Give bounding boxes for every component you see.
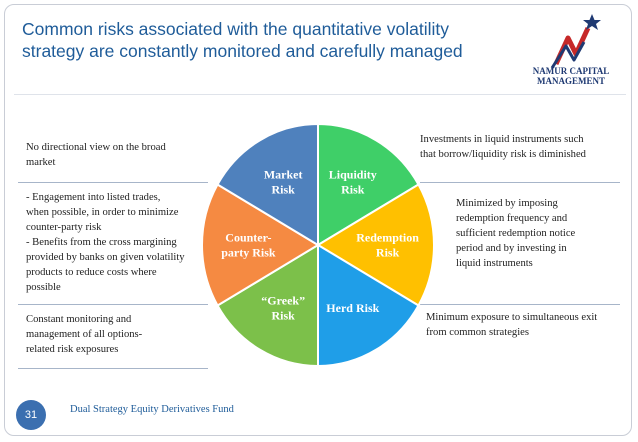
logo-mark-icon bbox=[550, 14, 601, 69]
note-market: No directional view on the broad market bbox=[26, 140, 166, 170]
pie-label-redemption: Redemption Risk bbox=[356, 231, 419, 260]
note-line: redemption frequency and bbox=[456, 213, 568, 224]
note-line: Constant monitoring and bbox=[26, 314, 132, 325]
note-line: sufficient redemption notice bbox=[456, 228, 576, 239]
note-line: period and by investing in bbox=[456, 243, 567, 254]
risk-pie: Liquidity Risk Redemption Risk Herd Risk “Gre… bbox=[201, 122, 435, 368]
note-line: when possible, in order to minimize bbox=[26, 207, 179, 218]
pie-slice-greek bbox=[216, 243, 319, 368]
note-line: - Engagement into listed trades, bbox=[26, 192, 161, 203]
pie-label-counterparty: Counter-party Risk bbox=[221, 231, 276, 260]
note-liquidity: Investments in liquid instruments such t… bbox=[420, 132, 586, 162]
note-line: No directional view on the broad bbox=[26, 142, 166, 153]
note-line: provided by banks on given volatility bbox=[26, 252, 185, 263]
note-line: management of all options- bbox=[26, 329, 143, 340]
left-divider bbox=[18, 182, 208, 183]
slide-title: Common risks associated with the quantit… bbox=[22, 18, 522, 62]
note-line: counter-party risk bbox=[26, 222, 102, 233]
note-line: Minimum exposure to simultaneous exit bbox=[426, 312, 598, 323]
note-redemption: Minimized by imposing redemption frequen… bbox=[456, 196, 575, 271]
left-divider bbox=[18, 368, 208, 369]
right-divider bbox=[420, 304, 620, 305]
pie-slice-liquidity bbox=[317, 122, 420, 247]
note-line: Investments in liquid instruments such bbox=[420, 134, 584, 145]
note-line: possible bbox=[26, 282, 61, 293]
pie-label-greek: “Greek” Risk bbox=[261, 293, 305, 322]
note-line: related risk exposures bbox=[26, 344, 119, 355]
footer-text: Dual Strategy Equity Derivatives Fund bbox=[70, 404, 234, 415]
pie-slice-counterparty bbox=[201, 183, 320, 307]
note-line: - Benefits from the cross margining bbox=[26, 237, 177, 248]
title-divider bbox=[14, 94, 626, 95]
pie-slice-market bbox=[216, 122, 319, 247]
pie-label-liquidity: Liquidity Risk bbox=[329, 168, 377, 197]
note-line: products to reduce costs where bbox=[26, 267, 157, 278]
page-number-badge: 31 bbox=[16, 400, 46, 430]
left-divider bbox=[18, 304, 208, 305]
logo-line: NAMUR CAPITAL bbox=[532, 66, 610, 76]
note-herd: Minimum exposure to simultaneous exit fr… bbox=[426, 310, 597, 340]
pie-slice-herd bbox=[317, 243, 420, 368]
pie-slice-redemption bbox=[316, 183, 435, 307]
pie-label-herd: Herd Risk bbox=[326, 301, 379, 315]
logo-text: NAMUR CAPITAL MANAGEMENT bbox=[516, 66, 626, 86]
logo-line: MANAGEMENT bbox=[537, 76, 605, 86]
note-line: liquid instruments bbox=[456, 258, 533, 269]
note-line: from common strategies bbox=[426, 327, 529, 338]
slide-frame bbox=[4, 4, 632, 436]
namur-logo bbox=[550, 14, 601, 69]
title-line: strategy are constantly monitored and ca… bbox=[22, 41, 463, 61]
pie-label-market: Market Risk bbox=[264, 168, 303, 197]
note-line: that borrow/liquidity risk is diminished bbox=[420, 149, 586, 160]
note-line: Minimized by imposing bbox=[456, 198, 558, 209]
note-greek: Constant monitoring and management of al… bbox=[26, 312, 142, 357]
right-divider bbox=[420, 182, 620, 183]
title-line: Common risks associated with the quantit… bbox=[22, 19, 449, 39]
note-line: market bbox=[26, 157, 56, 168]
note-counterparty: - Engagement into listed trades, when po… bbox=[26, 190, 185, 295]
